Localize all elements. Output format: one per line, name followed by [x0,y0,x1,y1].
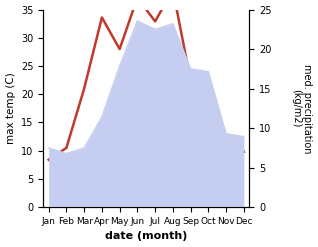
X-axis label: date (month): date (month) [105,231,187,242]
Y-axis label: med. precipitation
(kg/m2): med. precipitation (kg/m2) [291,64,313,153]
Y-axis label: max temp (C): max temp (C) [5,72,16,144]
